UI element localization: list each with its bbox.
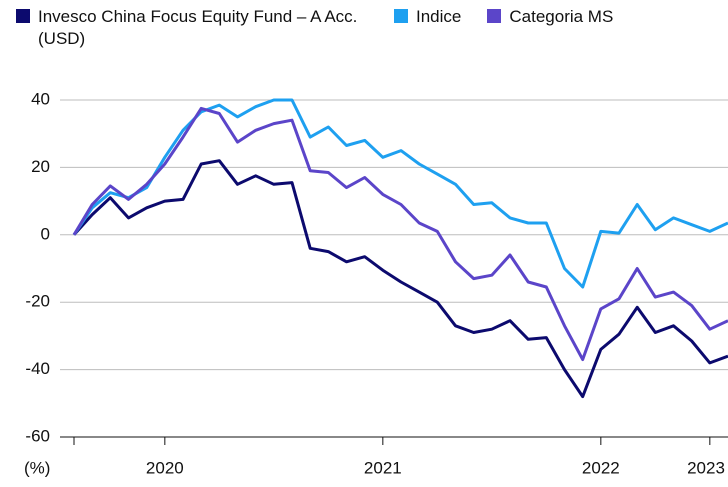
- line-series: [72, 159, 728, 399]
- legend-swatch: [394, 9, 408, 23]
- x-tick-label: 2022: [582, 458, 620, 477]
- y-tick-label: 40: [31, 89, 50, 108]
- legend-item: Invesco China Focus Equity Fund – A Acc.…: [16, 6, 368, 50]
- y-tick-label: -20: [25, 292, 50, 311]
- x-tick-label: 2021: [364, 458, 402, 477]
- line-series: [72, 106, 728, 361]
- legend-label: Categoria MS: [509, 7, 614, 26]
- y-tick-label: 0: [41, 224, 50, 243]
- legend-swatch: [487, 9, 502, 23]
- x-tick-label: 2023: [687, 458, 725, 477]
- x-tick-label: 2020: [146, 458, 184, 477]
- y-tick-label: -40: [25, 359, 50, 378]
- y-unit-label: (%): [24, 458, 50, 477]
- legend-swatch: [16, 9, 30, 23]
- legend-label: Invesco China Focus Equity Fund – A Acc.…: [38, 7, 358, 48]
- legend-item: Categoria MS: [487, 6, 613, 50]
- legend-label: Indice: [416, 7, 462, 26]
- legend: Invesco China Focus Equity Fund – A Acc.…: [16, 6, 613, 50]
- y-tick-label: 20: [31, 157, 50, 176]
- y-tick-label: -60: [25, 426, 50, 445]
- legend-item: Indice: [394, 6, 461, 50]
- line-series: [72, 98, 728, 289]
